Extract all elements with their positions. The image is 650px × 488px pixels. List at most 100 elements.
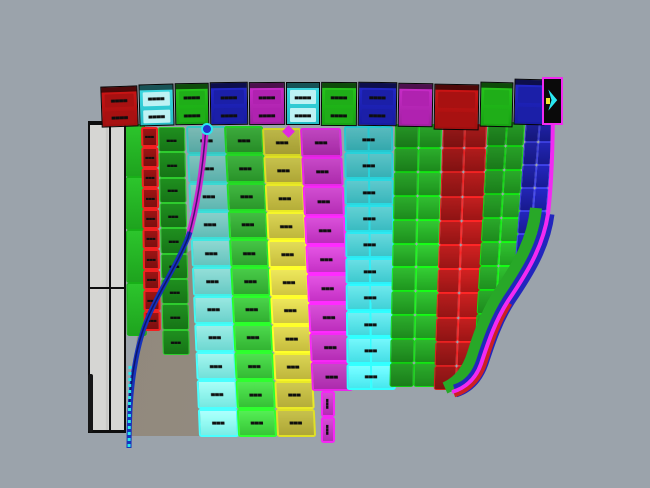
panel-label-mark: ▄▄▄: [167, 161, 178, 167]
box-face-band: ▄▄▄▄: [361, 89, 394, 105]
strake-row: ▄▄▄: [142, 269, 161, 291]
plate-panel: ▄▄▄: [161, 278, 189, 305]
panel-label-mark: ▄▄▄: [146, 236, 156, 241]
plate-panel: ▄▄▄: [160, 228, 188, 254]
panel-label-mark: ▄▄▄: [145, 175, 155, 180]
grid-cell: [389, 363, 414, 387]
panel-label-mark: ▄▄▄: [288, 391, 301, 398]
plate-panel: ▄▄▄: [158, 127, 186, 153]
panel-label-mark: ▄▄▄: [169, 288, 181, 294]
plate-panel: ▄▄▄: [321, 417, 335, 443]
grid-cell: [391, 267, 416, 292]
panel-label-mark: ▄▄▄: [245, 306, 259, 313]
deck-box-magenta: ▄▄▄▄ ▄▄▄▄: [248, 81, 286, 126]
panel-label-mark: ▄▄▄: [282, 279, 296, 286]
box-face-band: [517, 86, 542, 103]
box-top-bevel: [481, 82, 513, 89]
grid-cell: [527, 256, 544, 280]
strake-row: ▄▄▄: [162, 329, 190, 355]
panel-label-mark: ▄▄▄: [326, 398, 332, 410]
deck-box-blue: [513, 78, 546, 126]
plate-panel: ▄▄▄: [235, 380, 276, 409]
strake-row: ▄▄▄: [268, 268, 310, 297]
box-face-band: ▄▄▄▄: [178, 90, 206, 105]
panel-label-mark: ▄▄▄: [145, 134, 155, 139]
plate-panel: ▄▄▄: [159, 202, 188, 229]
strake-row: ▄▄▄: [301, 157, 344, 187]
plate-panel: ▄▄▄: [267, 240, 308, 269]
strake-row: ▄▄▄: [235, 380, 276, 409]
plate-panel: ▄▄▄: [161, 304, 190, 330]
strake-row: [522, 141, 553, 165]
grid-cell: [536, 141, 553, 165]
strake-row: ▄▄▄: [141, 188, 160, 209]
plate-panel: ▄▄▄: [225, 154, 266, 183]
plate-panel: ▄▄▄: [270, 296, 311, 325]
strake-row: [439, 196, 485, 221]
box-label-mark: ▄▄▄▄: [220, 111, 238, 118]
panel-label-mark: ▄▄▄: [320, 255, 333, 262]
panel-label-mark: ▄▄▄: [242, 249, 256, 256]
panel-label-mark: ▄▄▄: [321, 285, 335, 292]
strake-row: [392, 195, 441, 220]
grid-cell: [394, 124, 419, 148]
box-face-band: ▄▄▄▄: [143, 109, 171, 124]
strake-row: [393, 147, 442, 172]
strake-row: [515, 233, 546, 257]
strake-row: ▄▄▄: [158, 152, 187, 178]
panel-label-mark: ▄▄▄: [241, 221, 255, 228]
panel-label-mark: ▄▄▄: [239, 164, 252, 171]
strake-row: ▄▄▄: [229, 239, 270, 268]
box-face-band: [483, 89, 510, 106]
box-label-mark: ▄▄▄▄: [183, 111, 201, 118]
grid-cell: [502, 170, 523, 194]
panel-label-mark: ▄▄▄: [363, 214, 376, 221]
strake-row: ▄▄▄: [227, 210, 269, 240]
grid-cell: [483, 170, 504, 194]
strake-row: ▄▄▄: [234, 352, 275, 381]
strake-row: ▄▄▄: [143, 310, 161, 332]
panel-label-mark: ▄▄▄: [237, 136, 251, 143]
strake-row: [391, 243, 440, 268]
box-label-mark: ▄▄▄▄: [147, 95, 165, 102]
box-top-bevel: [515, 79, 545, 86]
grid-cell: [473, 338, 494, 362]
grid-cell: [416, 195, 441, 220]
box-label-mark: ▄▄▄▄: [294, 111, 312, 118]
box-face-band: ▄▄▄▄: [252, 89, 282, 105]
grid-cell: [392, 219, 417, 244]
box-top-bevel: [101, 86, 137, 93]
panel-label-mark: ▄▄▄: [166, 136, 177, 142]
plate-panel: ▄▄▄: [300, 128, 343, 158]
strake-row: [437, 244, 483, 270]
grid-cell: [434, 341, 458, 366]
panel-label-mark: ▄▄▄: [364, 294, 377, 301]
grid-cell: [532, 187, 549, 211]
strake-row: [390, 291, 439, 316]
plate-panel: ▄▄▄: [346, 337, 396, 364]
plate-panel: ▄▄▄: [344, 152, 394, 179]
panel-label-mark: ▄▄▄: [284, 307, 297, 314]
box-label-mark: ▄▄▄▄: [148, 112, 166, 119]
box-face-band: ▄▄▄▄: [213, 89, 245, 105]
panel-label-mark: ▄▄▄: [364, 373, 378, 380]
plate-panel: ▄▄▄: [307, 303, 351, 333]
strake-row: ▄▄▄: [344, 178, 394, 206]
panel-label-mark: ▄▄▄: [364, 346, 378, 353]
plate-panel: ▄▄▄: [272, 352, 314, 381]
grid-cell: [520, 348, 537, 371]
strake-row: ▄▄▄: [197, 408, 240, 437]
box-label-mark: ▄▄▄▄: [258, 93, 276, 100]
deck-box-blue: ▄▄▄▄ ▄▄▄▄: [209, 81, 249, 126]
strake-row: ▄▄▄: [193, 295, 235, 324]
plate-panel: ▄▄▄: [191, 267, 234, 296]
strake-row: ▄▄▄: [307, 303, 351, 333]
strake-row: [438, 220, 484, 245]
panel-label-mark: ▄▄▄: [169, 263, 180, 269]
box-face-band: [483, 108, 509, 125]
deck-box-red: ▄▄▄▄ ▄▄▄▄: [100, 85, 139, 128]
grid-cell: [413, 315, 438, 340]
grid-cell: [417, 147, 442, 172]
grid-cell: [524, 302, 540, 326]
